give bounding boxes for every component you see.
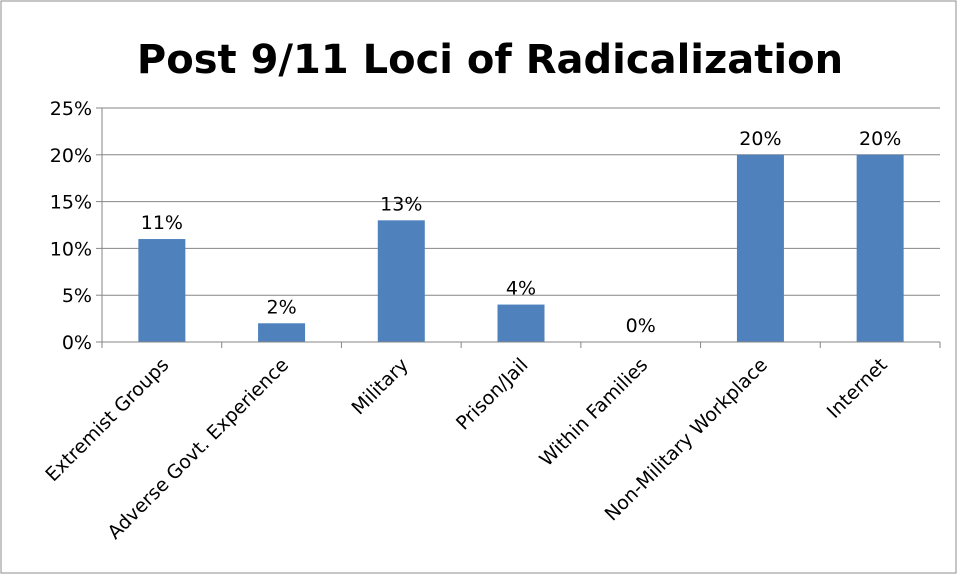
y-tick-label: 0%	[62, 332, 92, 354]
bar	[258, 323, 306, 342]
y-tick-label: 10%	[50, 238, 92, 260]
data-labels: 11% 2% 13% 4% 0% 20% 20%	[141, 128, 902, 337]
data-label: 2%	[266, 296, 296, 318]
bar	[138, 239, 186, 342]
gridlines	[96, 107, 940, 343]
y-tick-label: 5%	[62, 285, 92, 307]
axes	[101, 108, 941, 348]
y-tick-label: 15%	[50, 192, 92, 214]
data-label: 20%	[859, 128, 901, 150]
chart-title: Post 9/11 Loci of Radicalization	[137, 37, 843, 83]
data-label: 0%	[626, 315, 656, 337]
data-label: 20%	[739, 128, 781, 150]
bar	[736, 154, 784, 342]
bars	[138, 154, 904, 342]
y-tick-label: 25%	[50, 98, 92, 120]
y-tick-label: 20%	[50, 145, 92, 167]
bar	[497, 304, 545, 342]
data-label: 11%	[141, 212, 183, 234]
bar	[377, 220, 425, 342]
data-label: 13%	[380, 193, 422, 215]
y-axis-tick-labels: 0% 5% 10% 15% 20% 25%	[50, 98, 92, 354]
data-label: 4%	[506, 278, 536, 300]
bar	[856, 154, 904, 342]
